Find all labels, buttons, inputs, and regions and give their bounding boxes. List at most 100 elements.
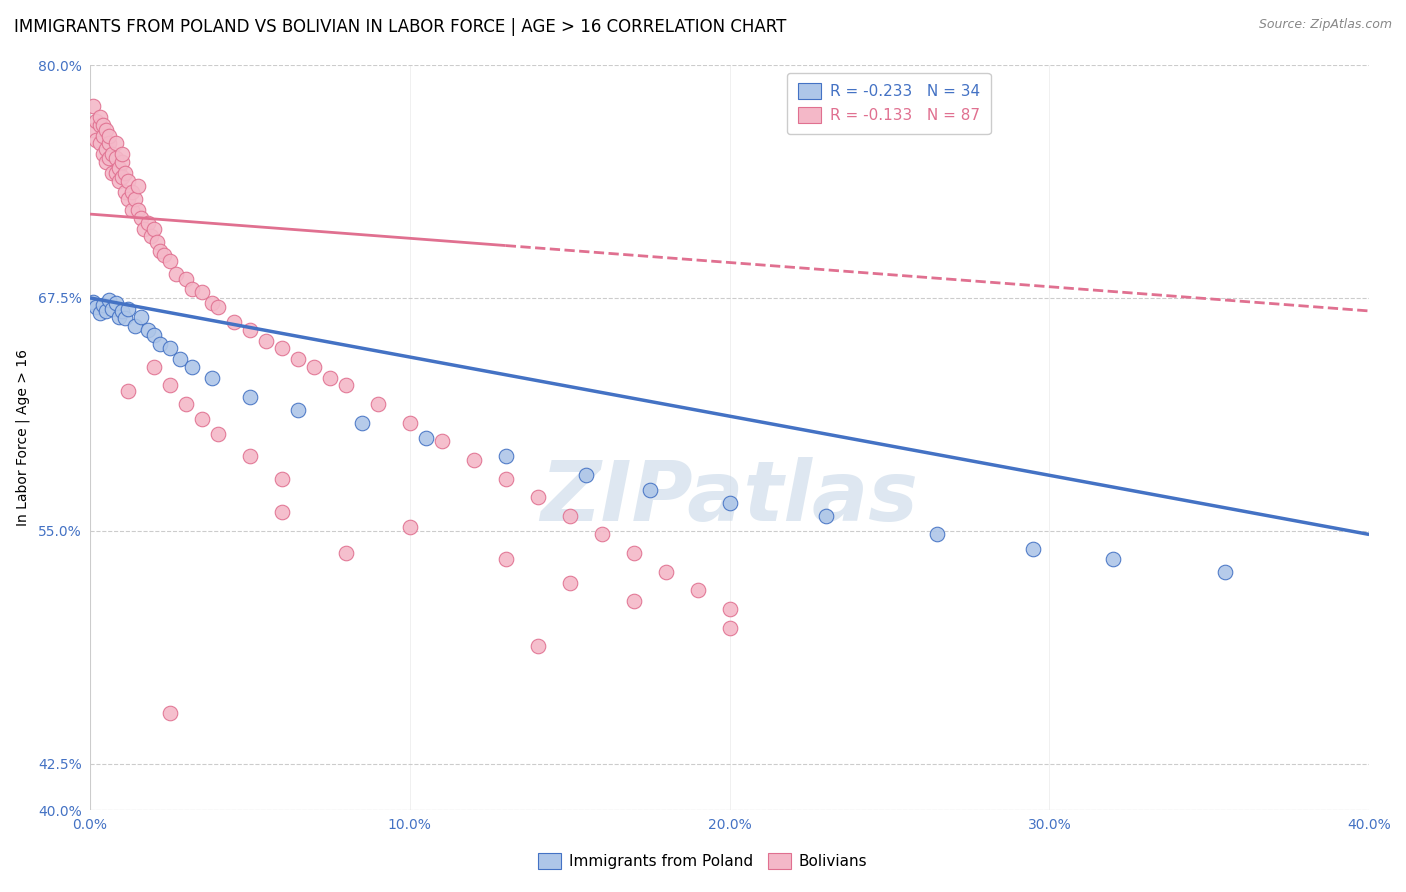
Point bbox=[146, 235, 169, 249]
Point bbox=[1213, 565, 1236, 579]
Point bbox=[623, 546, 645, 560]
Point bbox=[143, 222, 166, 236]
Point bbox=[207, 300, 229, 314]
Point bbox=[86, 132, 108, 146]
Point bbox=[124, 318, 146, 333]
Point bbox=[287, 352, 309, 367]
Point bbox=[89, 118, 111, 132]
Point bbox=[121, 185, 143, 199]
Point bbox=[814, 508, 837, 523]
Point bbox=[495, 449, 517, 463]
Point bbox=[98, 151, 121, 165]
Point bbox=[117, 301, 139, 316]
Point bbox=[430, 434, 453, 449]
Point bbox=[114, 311, 136, 326]
Point bbox=[165, 267, 187, 281]
Point bbox=[94, 304, 117, 318]
Point bbox=[181, 282, 204, 296]
Point bbox=[463, 453, 485, 467]
Point bbox=[86, 300, 108, 314]
Point bbox=[136, 216, 159, 230]
Point bbox=[558, 575, 581, 590]
Point bbox=[239, 322, 262, 336]
Point bbox=[127, 203, 149, 218]
Point bbox=[82, 99, 104, 113]
Point bbox=[117, 384, 139, 398]
Point bbox=[200, 371, 222, 385]
Point bbox=[127, 179, 149, 194]
Point bbox=[108, 161, 131, 175]
Point bbox=[108, 310, 131, 324]
Point bbox=[718, 602, 741, 616]
Point bbox=[104, 166, 127, 180]
Point bbox=[271, 341, 294, 355]
Point bbox=[111, 304, 134, 318]
Point bbox=[114, 166, 136, 180]
Point bbox=[94, 142, 117, 156]
Point bbox=[718, 621, 741, 635]
Point bbox=[139, 229, 162, 244]
Point bbox=[149, 337, 172, 351]
Point bbox=[191, 285, 214, 300]
Point bbox=[143, 328, 166, 343]
Point bbox=[129, 211, 152, 225]
Point bbox=[575, 467, 598, 482]
Y-axis label: In Labor Force | Age > 16: In Labor Force | Age > 16 bbox=[15, 349, 30, 526]
Point bbox=[302, 359, 325, 374]
Point bbox=[129, 310, 152, 324]
Point bbox=[104, 151, 127, 165]
Point bbox=[207, 426, 229, 441]
Point bbox=[271, 505, 294, 519]
Point bbox=[415, 431, 437, 445]
Point bbox=[1022, 542, 1045, 557]
Point bbox=[271, 471, 294, 485]
Legend: R = -0.233   N = 34, R = -0.133   N = 87: R = -0.233 N = 34, R = -0.133 N = 87 bbox=[787, 73, 991, 134]
Point bbox=[98, 128, 121, 143]
Point bbox=[117, 192, 139, 206]
Point bbox=[91, 128, 114, 143]
Point bbox=[654, 565, 676, 579]
Point bbox=[526, 639, 548, 653]
Point bbox=[121, 203, 143, 218]
Point bbox=[149, 244, 172, 259]
Point bbox=[124, 192, 146, 206]
Point bbox=[89, 306, 111, 320]
Point bbox=[335, 378, 357, 392]
Point bbox=[169, 352, 191, 367]
Point bbox=[101, 166, 124, 180]
Point bbox=[718, 496, 741, 510]
Point bbox=[526, 490, 548, 504]
Text: Source: ZipAtlas.com: Source: ZipAtlas.com bbox=[1258, 18, 1392, 31]
Point bbox=[159, 706, 181, 721]
Point bbox=[254, 334, 277, 348]
Point bbox=[101, 301, 124, 316]
Point bbox=[143, 359, 166, 374]
Point bbox=[927, 527, 949, 541]
Point bbox=[152, 248, 174, 262]
Point bbox=[111, 169, 134, 184]
Point bbox=[108, 173, 131, 187]
Point bbox=[686, 583, 709, 598]
Point bbox=[89, 110, 111, 124]
Point bbox=[159, 253, 181, 268]
Point bbox=[134, 222, 156, 236]
Point bbox=[200, 296, 222, 310]
Point bbox=[174, 397, 197, 411]
Point bbox=[335, 546, 357, 560]
Point bbox=[94, 155, 117, 169]
Point bbox=[86, 114, 108, 128]
Point bbox=[367, 397, 389, 411]
Point bbox=[287, 402, 309, 417]
Legend: Immigrants from Poland, Bolivians: Immigrants from Poland, Bolivians bbox=[533, 847, 873, 875]
Point bbox=[114, 185, 136, 199]
Point bbox=[350, 416, 373, 430]
Point bbox=[82, 123, 104, 137]
Point bbox=[159, 341, 181, 355]
Point bbox=[111, 155, 134, 169]
Point bbox=[98, 293, 121, 307]
Point bbox=[101, 147, 124, 161]
Point bbox=[638, 483, 661, 497]
Point bbox=[222, 315, 245, 329]
Point bbox=[82, 294, 104, 309]
Text: ZIPatlas: ZIPatlas bbox=[541, 457, 918, 538]
